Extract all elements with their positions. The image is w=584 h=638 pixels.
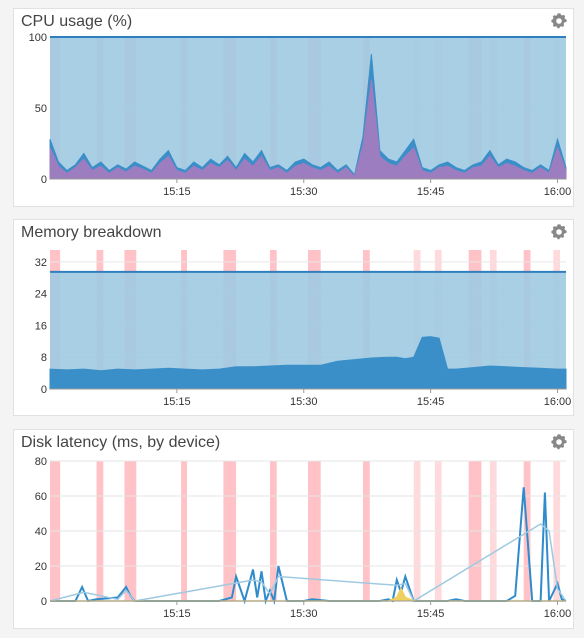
panel-title: Memory breakdown	[21, 224, 162, 241]
y-tick-label: 20	[35, 561, 47, 573]
y-tick-label: 24	[35, 289, 47, 301]
gear-icon[interactable]	[551, 13, 567, 29]
x-tick-label: 15:45	[417, 186, 445, 198]
x-tick-label: 16:00	[544, 186, 572, 198]
limit-area	[50, 37, 566, 179]
x-tick-label: 16:00	[544, 396, 572, 408]
memory-breakdown-chart: 0 8 16 24 32 15:15 15:30 15:45 16:00	[35, 250, 572, 408]
memory-breakdown-panel: Memory breakdown 0 8 16 24 32 15:15 15:30 15:45…	[13, 219, 574, 416]
gear-icon[interactable]	[551, 434, 567, 450]
x-tick-label: 15:30	[290, 396, 318, 408]
series-area	[49, 79, 567, 180]
gear-icon[interactable]	[551, 224, 567, 240]
y-tick-label: 0	[41, 384, 47, 396]
x-tick-label: 15:30	[290, 608, 318, 620]
panel-title: CPU usage (%)	[21, 13, 133, 30]
disk-latency-chart: 0 20 40 60 80 15:15 15:30 15:45 16:00	[35, 456, 572, 620]
series-area	[49, 336, 567, 390]
y-tick-label: 8	[41, 352, 47, 364]
x-tick-label: 16:00	[544, 608, 572, 620]
x-tick-label: 15:15	[163, 186, 191, 198]
x-tick-label: 15:15	[163, 396, 191, 408]
series-line	[49, 523, 567, 603]
cpu-usage-chart: 0 50 100 15:15 15:30 15:45 16:00	[29, 32, 572, 198]
x-tick-label: 15:15	[163, 608, 191, 620]
y-tick-label: 16	[35, 320, 47, 332]
disk-latency-panel: Disk latency (ms, by device) 0 20 40 60 80 15…	[13, 429, 574, 629]
y-tick-label: 40	[35, 526, 47, 538]
y-tick-label: 32	[35, 257, 47, 269]
x-tick-label: 15:45	[417, 608, 445, 620]
cpu-usage-panel: CPU usage (%) 0 50 100 15:15 15:30 15:45 16:00	[13, 8, 574, 207]
panel-title: Disk latency (ms, by device)	[21, 434, 221, 451]
y-tick-label: 80	[35, 456, 47, 468]
y-tick-label: 0	[41, 596, 47, 608]
y-tick-label: 50	[35, 103, 47, 115]
y-tick-label: 0	[41, 174, 47, 186]
x-tick-label: 15:30	[290, 186, 318, 198]
y-tick-label: 60	[35, 491, 47, 503]
y-tick-label: 100	[29, 32, 47, 44]
x-tick-label: 15:45	[417, 396, 445, 408]
